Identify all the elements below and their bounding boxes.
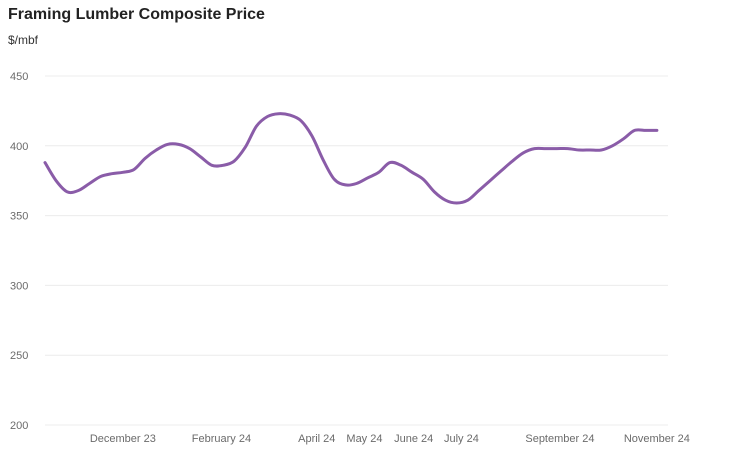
x-tick-label: December 23: [90, 433, 156, 445]
chart-title: Framing Lumber Composite Price: [8, 6, 265, 23]
y-tick-label: 200: [10, 420, 28, 432]
y-tick-label: 300: [10, 280, 28, 292]
series-line: [43, 112, 659, 205]
x-tick-label: June 24: [394, 433, 433, 445]
x-tick-label: February 24: [192, 433, 251, 445]
y-axis-unit-label: $/mbf: [8, 33, 39, 47]
x-tick-label: April 24: [298, 433, 335, 445]
y-tick-label: 250: [10, 350, 28, 362]
y-tick-label: 350: [10, 211, 28, 223]
y-tick-label: 400: [10, 141, 28, 153]
x-tick-label: May 24: [346, 433, 382, 445]
x-tick-label: November 24: [624, 433, 690, 445]
y-tick-label: 450: [10, 71, 28, 83]
x-tick-label: July 24: [444, 433, 479, 445]
x-tick-label: September 24: [525, 433, 594, 445]
